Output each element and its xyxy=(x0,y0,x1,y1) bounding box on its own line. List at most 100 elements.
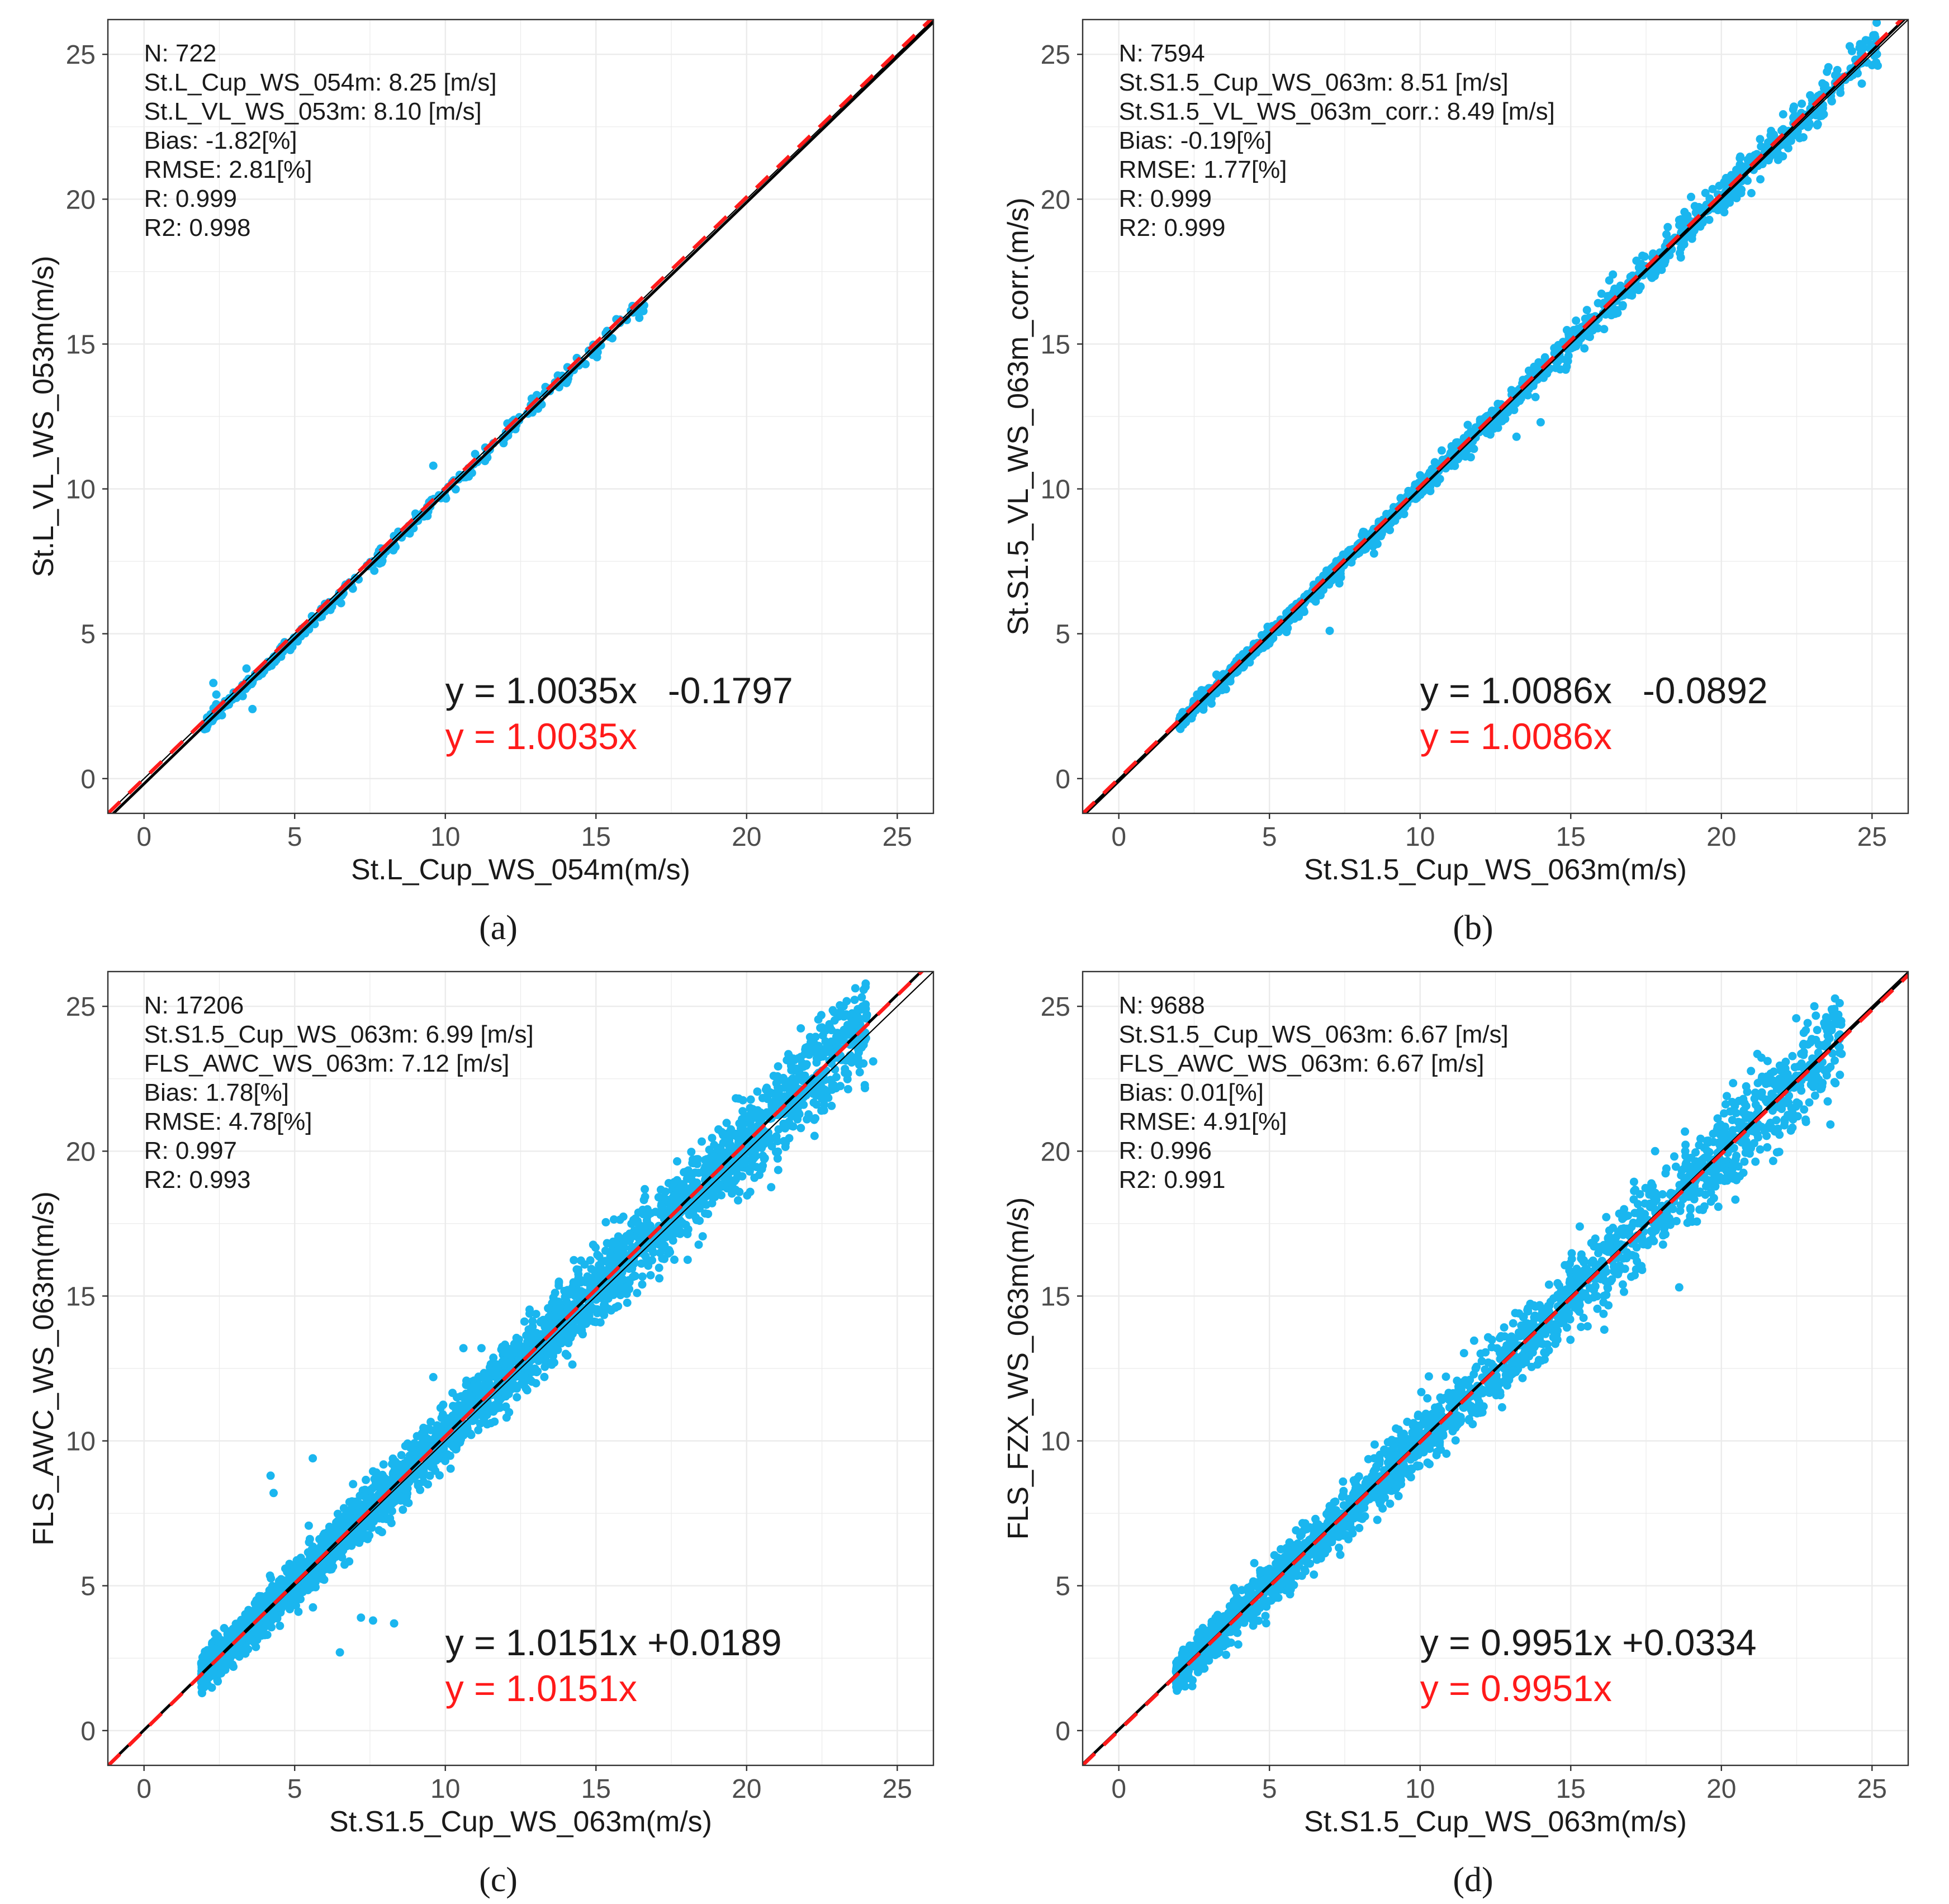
data-point xyxy=(471,449,480,458)
data-point xyxy=(457,1435,465,1444)
y-tick-label-b: 20 xyxy=(1041,185,1070,215)
panel-border-a xyxy=(107,18,935,814)
data-point xyxy=(810,1131,819,1140)
data-point xyxy=(738,1096,747,1105)
data-point xyxy=(574,1270,583,1278)
data-point xyxy=(358,1534,367,1543)
x-axis-label-b: St.S1.5_Cup_WS_063m(m/s) xyxy=(1304,854,1687,886)
data-point xyxy=(263,1631,272,1639)
data-point xyxy=(769,1072,778,1081)
data-point xyxy=(827,1026,836,1035)
data-point xyxy=(609,1237,618,1246)
data-point xyxy=(829,1008,838,1017)
data-point xyxy=(857,993,866,1002)
data-point xyxy=(743,1191,752,1200)
stat-line-a: St.L_VL_WS_053m: 8.10 [m/s] xyxy=(144,98,482,125)
data-point xyxy=(1795,134,1804,143)
data-point xyxy=(490,1403,499,1412)
grid-b xyxy=(1083,20,1908,813)
data-point xyxy=(817,1106,826,1115)
data-point xyxy=(683,1256,692,1264)
data-point xyxy=(644,1210,653,1219)
data-point xyxy=(613,1246,622,1255)
data-point xyxy=(305,1534,314,1543)
data-point xyxy=(850,996,859,1005)
data-point xyxy=(547,1360,556,1369)
data-point xyxy=(1874,61,1882,70)
data-point xyxy=(836,1007,845,1016)
data-point xyxy=(623,1299,632,1307)
stat-line-a: R: 0.999 xyxy=(144,185,237,212)
data-point xyxy=(725,1136,734,1145)
data-point xyxy=(540,1372,549,1381)
data-point xyxy=(1790,102,1798,111)
data-point xyxy=(1855,43,1864,52)
data-point xyxy=(843,1075,852,1083)
data-point xyxy=(589,1240,597,1249)
data-point xyxy=(1516,394,1525,403)
data-point xyxy=(1463,420,1472,429)
stat-line-b: N: 7594 xyxy=(1119,40,1205,67)
data-point xyxy=(817,1011,826,1020)
data-point xyxy=(670,1256,679,1264)
data-point xyxy=(1416,490,1425,499)
data-point xyxy=(490,1417,499,1426)
stat-line-a: N: 722 xyxy=(144,40,217,67)
data-point xyxy=(489,1353,498,1362)
data-point xyxy=(397,1451,406,1460)
data-point xyxy=(1690,202,1699,211)
data-point xyxy=(604,1294,613,1303)
data-point xyxy=(1662,230,1671,239)
data-point xyxy=(1818,79,1827,88)
data-point xyxy=(609,1283,618,1292)
data-point xyxy=(426,1418,435,1427)
stat-line-b: R: 0.999 xyxy=(1119,185,1212,212)
fit-equation-a: y = 1.0035x -0.1797 xyxy=(445,670,793,711)
data-point xyxy=(214,1632,222,1640)
data-point xyxy=(722,1148,730,1157)
data-point xyxy=(593,1305,601,1314)
data-point xyxy=(680,1188,689,1197)
data-point xyxy=(772,1079,781,1088)
data-point xyxy=(524,1338,533,1347)
data-point xyxy=(1870,31,1879,40)
data-point xyxy=(780,1110,789,1119)
data-point xyxy=(267,1574,276,1583)
data-point xyxy=(1469,444,1478,453)
stat-line-b: RMSE: 1.77[%] xyxy=(1119,156,1287,183)
data-point xyxy=(812,1044,821,1053)
data-point xyxy=(438,1410,447,1419)
data-point xyxy=(354,1500,363,1509)
data-point xyxy=(549,1352,557,1361)
fit-equation-b: y = 1.0086x -0.0892 xyxy=(1420,670,1768,711)
data-point xyxy=(1600,325,1609,334)
data-point xyxy=(831,1065,840,1074)
data-point xyxy=(451,1402,459,1411)
data-point xyxy=(370,1475,379,1484)
data-point xyxy=(541,1320,550,1329)
data-point xyxy=(606,1306,615,1315)
x-tick-label-b: 10 xyxy=(1405,822,1435,852)
data-point xyxy=(1437,446,1446,455)
data-point xyxy=(683,1230,692,1239)
data-point xyxy=(419,1438,428,1447)
data-point xyxy=(1827,96,1836,105)
data-point xyxy=(325,1565,334,1574)
x-tick-label-b: 15 xyxy=(1556,822,1586,852)
y-tick-label-b: 0 xyxy=(1055,765,1070,794)
data-point xyxy=(676,1216,685,1225)
data-point xyxy=(439,1400,448,1409)
data-point xyxy=(338,1521,347,1530)
data-point xyxy=(1779,152,1787,161)
data-point xyxy=(501,1403,510,1412)
data-points-c xyxy=(197,979,878,1698)
data-point xyxy=(345,1557,354,1566)
x-tick-label-b: 20 xyxy=(1706,822,1736,852)
data-point xyxy=(1857,79,1866,88)
data-point xyxy=(559,1325,568,1334)
stat-line-a: Bias: -1.82[%] xyxy=(144,127,297,154)
data-point xyxy=(554,1278,563,1287)
data-point xyxy=(1572,316,1581,325)
